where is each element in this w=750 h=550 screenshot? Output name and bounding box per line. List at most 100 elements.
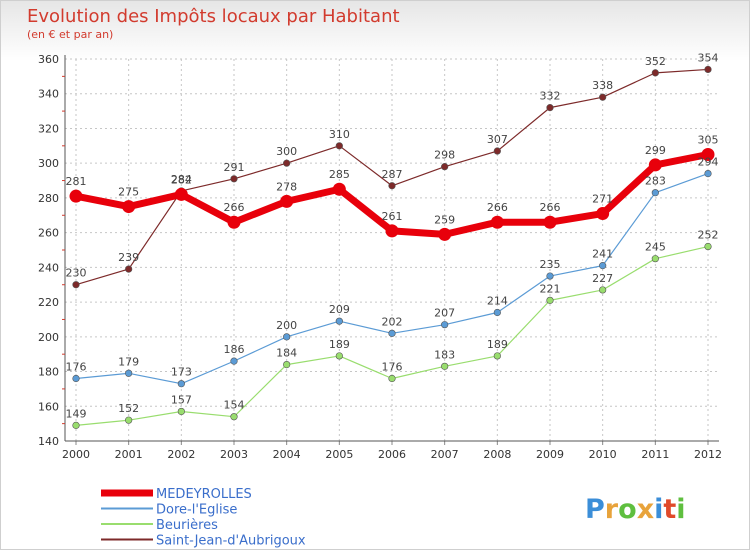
x-tick-label: 2003	[220, 448, 248, 461]
data-point	[704, 242, 712, 251]
x-tick-label: 2011	[641, 448, 669, 461]
logo-letter: r	[605, 494, 619, 525]
x-tick-label: 2001	[115, 448, 143, 461]
data-point	[543, 215, 557, 229]
data-point	[441, 163, 449, 171]
y-tick-label: 260	[38, 227, 59, 240]
data-point	[335, 317, 343, 325]
data-point	[546, 104, 554, 112]
series-layer	[69, 65, 715, 429]
data-label: 149	[66, 407, 87, 420]
data-point	[227, 215, 241, 229]
legend: MEDEYROLLESDore-l'EgliseBeurièresSaint-J…	[101, 487, 306, 549]
data-label: 283	[645, 175, 666, 188]
data-point	[651, 69, 659, 77]
y-tick-label: 280	[38, 192, 59, 205]
data-label: 176	[382, 360, 403, 373]
grid	[65, 58, 719, 442]
data-point	[388, 182, 396, 190]
y-tick-label: 140	[38, 435, 59, 448]
data-point	[230, 175, 238, 183]
y-tick-label: 180	[38, 366, 59, 379]
data-label: 259	[434, 213, 455, 226]
x-tick-label: 2009	[536, 448, 564, 461]
logo-letter: P	[585, 494, 605, 525]
data-point	[493, 352, 501, 360]
data-label: 298	[434, 149, 455, 162]
y-tick-label: 320	[38, 122, 59, 135]
data-label: 281	[66, 175, 87, 188]
data-label: 184	[276, 347, 297, 360]
data-point	[125, 369, 133, 377]
data-label: 291	[224, 161, 245, 174]
data-point	[493, 147, 501, 155]
data-label: 294	[698, 156, 719, 169]
logo-letter: i	[654, 494, 663, 525]
x-tick-label: 2008	[483, 448, 511, 461]
data-point	[546, 296, 554, 304]
data-label: 152	[118, 402, 139, 415]
data-label: 266	[224, 201, 245, 214]
data-label: 241	[592, 248, 613, 261]
data-label: 299	[645, 144, 666, 157]
data-label: 200	[276, 319, 297, 332]
x-tick-label: 2002	[167, 448, 195, 461]
x-tick-label: 2007	[431, 448, 459, 461]
data-label: 245	[645, 241, 666, 254]
data-label: 202	[382, 315, 403, 328]
data-label: 189	[329, 338, 350, 351]
data-point	[72, 421, 80, 429]
data-point	[599, 286, 607, 294]
data-point	[704, 170, 712, 178]
y-tick-label: 300	[38, 157, 59, 170]
x-tick-label: 2000	[62, 448, 90, 461]
logo-letter: t	[663, 494, 676, 525]
data-point	[546, 272, 554, 280]
data-label: 352	[645, 55, 666, 68]
data-label: 282	[171, 173, 192, 186]
data-label: 209	[329, 303, 350, 316]
data-point	[599, 93, 607, 101]
data-point	[280, 194, 294, 208]
y-tick-label: 200	[38, 331, 59, 344]
data-point	[230, 413, 238, 421]
legend-label: MEDEYROLLES	[156, 487, 252, 502]
logo-letter: i	[676, 494, 685, 525]
data-label: 278	[276, 180, 297, 193]
data-point	[648, 158, 662, 172]
data-point	[283, 159, 291, 167]
x-tick-label: 2010	[589, 448, 617, 461]
data-label: 157	[171, 393, 192, 406]
data-label: 307	[487, 133, 508, 146]
data-label: 300	[276, 145, 297, 158]
legend-label: Saint-Jean-d'Aubrigoux	[156, 534, 306, 549]
data-label: 354	[698, 51, 719, 64]
data-point	[385, 224, 399, 238]
data-point	[493, 308, 501, 317]
chart-title: Evolution des Impôts locaux par Habitant	[27, 6, 400, 27]
data-point	[72, 374, 80, 383]
data-point	[177, 407, 185, 416]
data-label: 154	[224, 399, 245, 412]
data-point	[441, 362, 449, 370]
data-point	[332, 182, 346, 196]
data-label: 179	[118, 355, 139, 368]
data-point	[599, 262, 607, 270]
data-label: 221	[540, 282, 561, 295]
data-point	[122, 200, 136, 214]
proxiti-logo: Proxiti	[585, 494, 686, 525]
data-label: 271	[592, 193, 613, 206]
logo-letter: o	[618, 494, 637, 525]
data-label: 287	[382, 168, 403, 181]
y-tick-label: 240	[38, 261, 59, 274]
data-label: 266	[540, 201, 561, 214]
data-label: 310	[329, 128, 350, 141]
data-point	[335, 142, 343, 150]
data-point	[596, 207, 610, 221]
data-label: 207	[434, 307, 455, 320]
data-point	[651, 189, 659, 197]
logo-letter: x	[637, 494, 654, 525]
data-point	[704, 65, 712, 74]
